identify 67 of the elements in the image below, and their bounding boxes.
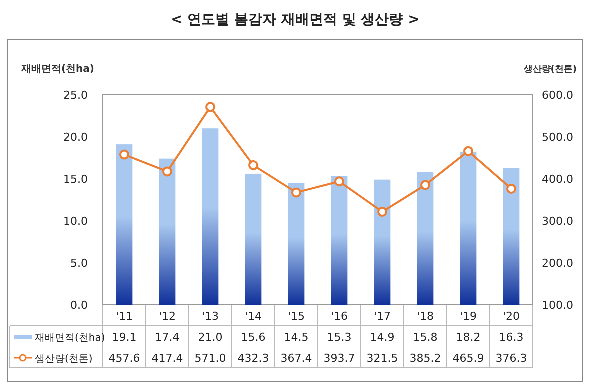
data-label: 393.7 — [324, 352, 356, 365]
y-axis-title: 재배면적(천ha) — [20, 64, 95, 75]
x-tick-label: '19 — [460, 310, 478, 323]
y-tick-label: 0.0 — [70, 299, 88, 312]
point — [378, 206, 388, 217]
data-label: 14.5 — [284, 331, 309, 344]
y-tick-label: 20.0 — [64, 131, 88, 144]
data-label: 19.1 — [112, 331, 137, 344]
bar — [245, 174, 262, 305]
x-tick-label: '17 — [374, 310, 392, 323]
point — [120, 150, 130, 160]
data-label: 17.4 — [155, 331, 180, 344]
data-label: 15.6 — [241, 331, 266, 344]
x-tick-label: '15 — [288, 310, 306, 323]
x-tick-label: '13 — [202, 310, 220, 323]
x-tick-label: '16 — [330, 310, 348, 323]
bar — [288, 183, 305, 305]
y2-tick-label: 300.0 — [542, 215, 574, 228]
x-tick-label: '12 — [158, 310, 176, 323]
data-label: 432.3 — [238, 352, 270, 365]
point — [506, 184, 516, 194]
data-label: 14.9 — [370, 331, 395, 344]
point — [248, 160, 258, 170]
x-tick-label: '14 — [244, 310, 262, 323]
bar — [159, 158, 176, 305]
data-label: 376.3 — [496, 352, 528, 365]
y-tick-label: 5.0 — [70, 257, 88, 270]
legend-label: 생산량(천톤) — [35, 354, 93, 365]
x-tick-label: '20 — [502, 310, 520, 323]
x-tick-label: '18 — [416, 310, 434, 323]
y2-tick-label: 500.0 — [542, 131, 574, 144]
y-tick-label: 25.0 — [64, 89, 88, 102]
bar — [331, 176, 348, 305]
y-tick-label: 15.0 — [64, 173, 88, 186]
point — [464, 146, 474, 156]
y2-tick-label: 400.0 — [542, 173, 574, 186]
bar — [460, 152, 477, 305]
data-label: 18.2 — [456, 331, 481, 344]
bar — [116, 144, 133, 305]
point — [334, 176, 344, 187]
point — [206, 102, 216, 112]
data-label: 321.5 — [366, 352, 398, 365]
bar — [202, 128, 219, 305]
data-label: 465.9 — [452, 352, 484, 365]
data-label: 385.2 — [410, 352, 442, 365]
y2-tick-label: 200.0 — [542, 257, 574, 270]
data-label: 16.3 — [499, 331, 524, 344]
data-label: 571.0 — [194, 352, 226, 365]
y2-tick-label: 600.0 — [542, 89, 574, 102]
data-label: 367.4 — [280, 352, 312, 365]
bar — [417, 172, 434, 305]
bar — [503, 168, 520, 305]
chart-title: < 연도별 봄감자 재배면적 및 생산량 > — [171, 12, 420, 28]
point — [162, 166, 172, 177]
data-label: 15.3 — [327, 331, 352, 344]
data-label: 417.4 — [152, 352, 184, 365]
data-label: 15.8 — [413, 331, 438, 344]
bar — [374, 180, 391, 305]
data-label: 21.0 — [198, 331, 223, 344]
x-tick-label: '11 — [116, 310, 134, 323]
y-tick-label: 10.0 — [64, 215, 88, 228]
y2-tick-label: 100.0 — [542, 299, 574, 312]
data-label: 457.6 — [108, 352, 140, 365]
point — [420, 180, 430, 190]
legend-label: 재배면적(천ha) — [35, 333, 106, 344]
y2-axis-title: 생산량(천톤) — [522, 65, 577, 75]
point — [292, 188, 302, 198]
